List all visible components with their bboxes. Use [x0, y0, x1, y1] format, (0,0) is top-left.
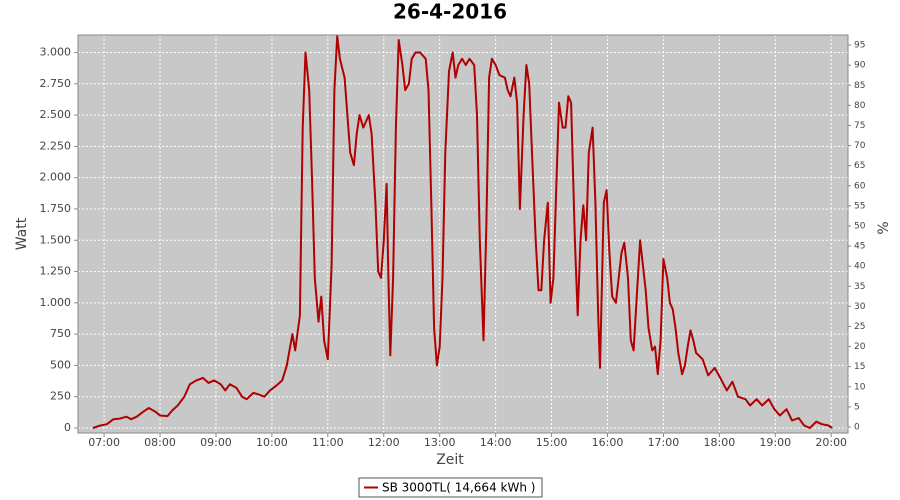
data-line	[92, 35, 833, 429]
x-tick-label: 12:00	[368, 436, 400, 449]
y2-tick-label: 20	[854, 342, 866, 352]
y-tick-label: 250	[50, 390, 71, 403]
y2-tick-label: 30	[854, 302, 866, 312]
chart-title: 26-4-2016	[393, 0, 507, 24]
y2-tick-label: 35	[854, 282, 865, 292]
y2-tick-label: 50	[854, 221, 866, 231]
x-tick-label: 07:00	[88, 436, 120, 449]
y2-tick-label: 75	[854, 121, 865, 131]
y-tick-label: 2.500	[40, 108, 72, 121]
y-tick-label: 0	[64, 421, 71, 434]
y2-tick-label: 5	[854, 402, 860, 412]
legend-box	[358, 477, 543, 498]
x-tick-label: 17:00	[648, 436, 680, 449]
y-axis-label: Watt	[14, 217, 30, 250]
x-tick-label: 11:00	[312, 436, 344, 449]
x-tick-label: 16:00	[592, 436, 624, 449]
y2-tick-label: 60	[854, 181, 866, 191]
legend-label: SB 3000TL( 14,664 kWh )	[382, 481, 535, 495]
x-tick-label: 10:00	[256, 436, 288, 449]
y-tick-label: 750	[50, 327, 71, 340]
y-tick-label: 3.000	[40, 46, 72, 59]
x-tick-label: 14:00	[480, 436, 512, 449]
y2-tick-label: 15	[854, 362, 865, 372]
y-tick-label: 1.250	[40, 265, 72, 278]
y2-tick-label: 0	[854, 422, 860, 432]
y-tick-label: 1.000	[40, 296, 72, 309]
x-tick-label: 19:00	[759, 436, 791, 449]
y2-axis-label: %	[876, 221, 892, 234]
plot-border	[77, 34, 849, 434]
x-axis-label: Zeit	[436, 452, 464, 468]
x-tick-label: 09:00	[200, 436, 232, 449]
y-tick-label: 500	[50, 358, 71, 371]
y2-tick-label: 80	[854, 101, 866, 111]
y2-tick-label: 90	[854, 61, 866, 71]
y2-tick-label: 65	[854, 161, 865, 171]
y-tick-label: 2.000	[40, 171, 72, 184]
x-tick-label: 15:00	[536, 436, 568, 449]
y2-tick-label: 95	[854, 41, 865, 51]
y2-tick-label: 40	[854, 262, 866, 272]
y2-tick-label: 25	[854, 322, 865, 332]
y-tick-label: 2.250	[40, 139, 72, 152]
y-tick-label: 1.750	[40, 202, 72, 215]
y-tick-label: 2.750	[40, 77, 72, 90]
y2-tick-label: 85	[854, 81, 865, 91]
x-tick-label: 20:00	[815, 436, 847, 449]
x-tick-label: 18:00	[704, 436, 736, 449]
plot-area	[78, 35, 848, 433]
x-tick-label: 13:00	[424, 436, 456, 449]
y2-tick-label: 45	[854, 242, 865, 252]
y-tick-label: 1.500	[40, 233, 72, 246]
y2-tick-label: 70	[854, 141, 866, 151]
y2-tick-label: 10	[854, 382, 866, 392]
y2-tick-label: 55	[854, 201, 865, 211]
x-tick-label: 08:00	[144, 436, 176, 449]
